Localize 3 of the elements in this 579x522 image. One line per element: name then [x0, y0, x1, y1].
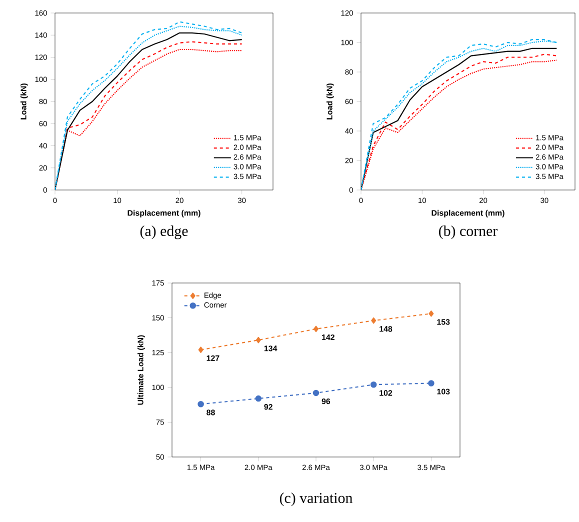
- text: (a) edge: [140, 226, 188, 240]
- text: (b) corner: [438, 226, 498, 240]
- text: (c) variation: [280, 492, 353, 506]
